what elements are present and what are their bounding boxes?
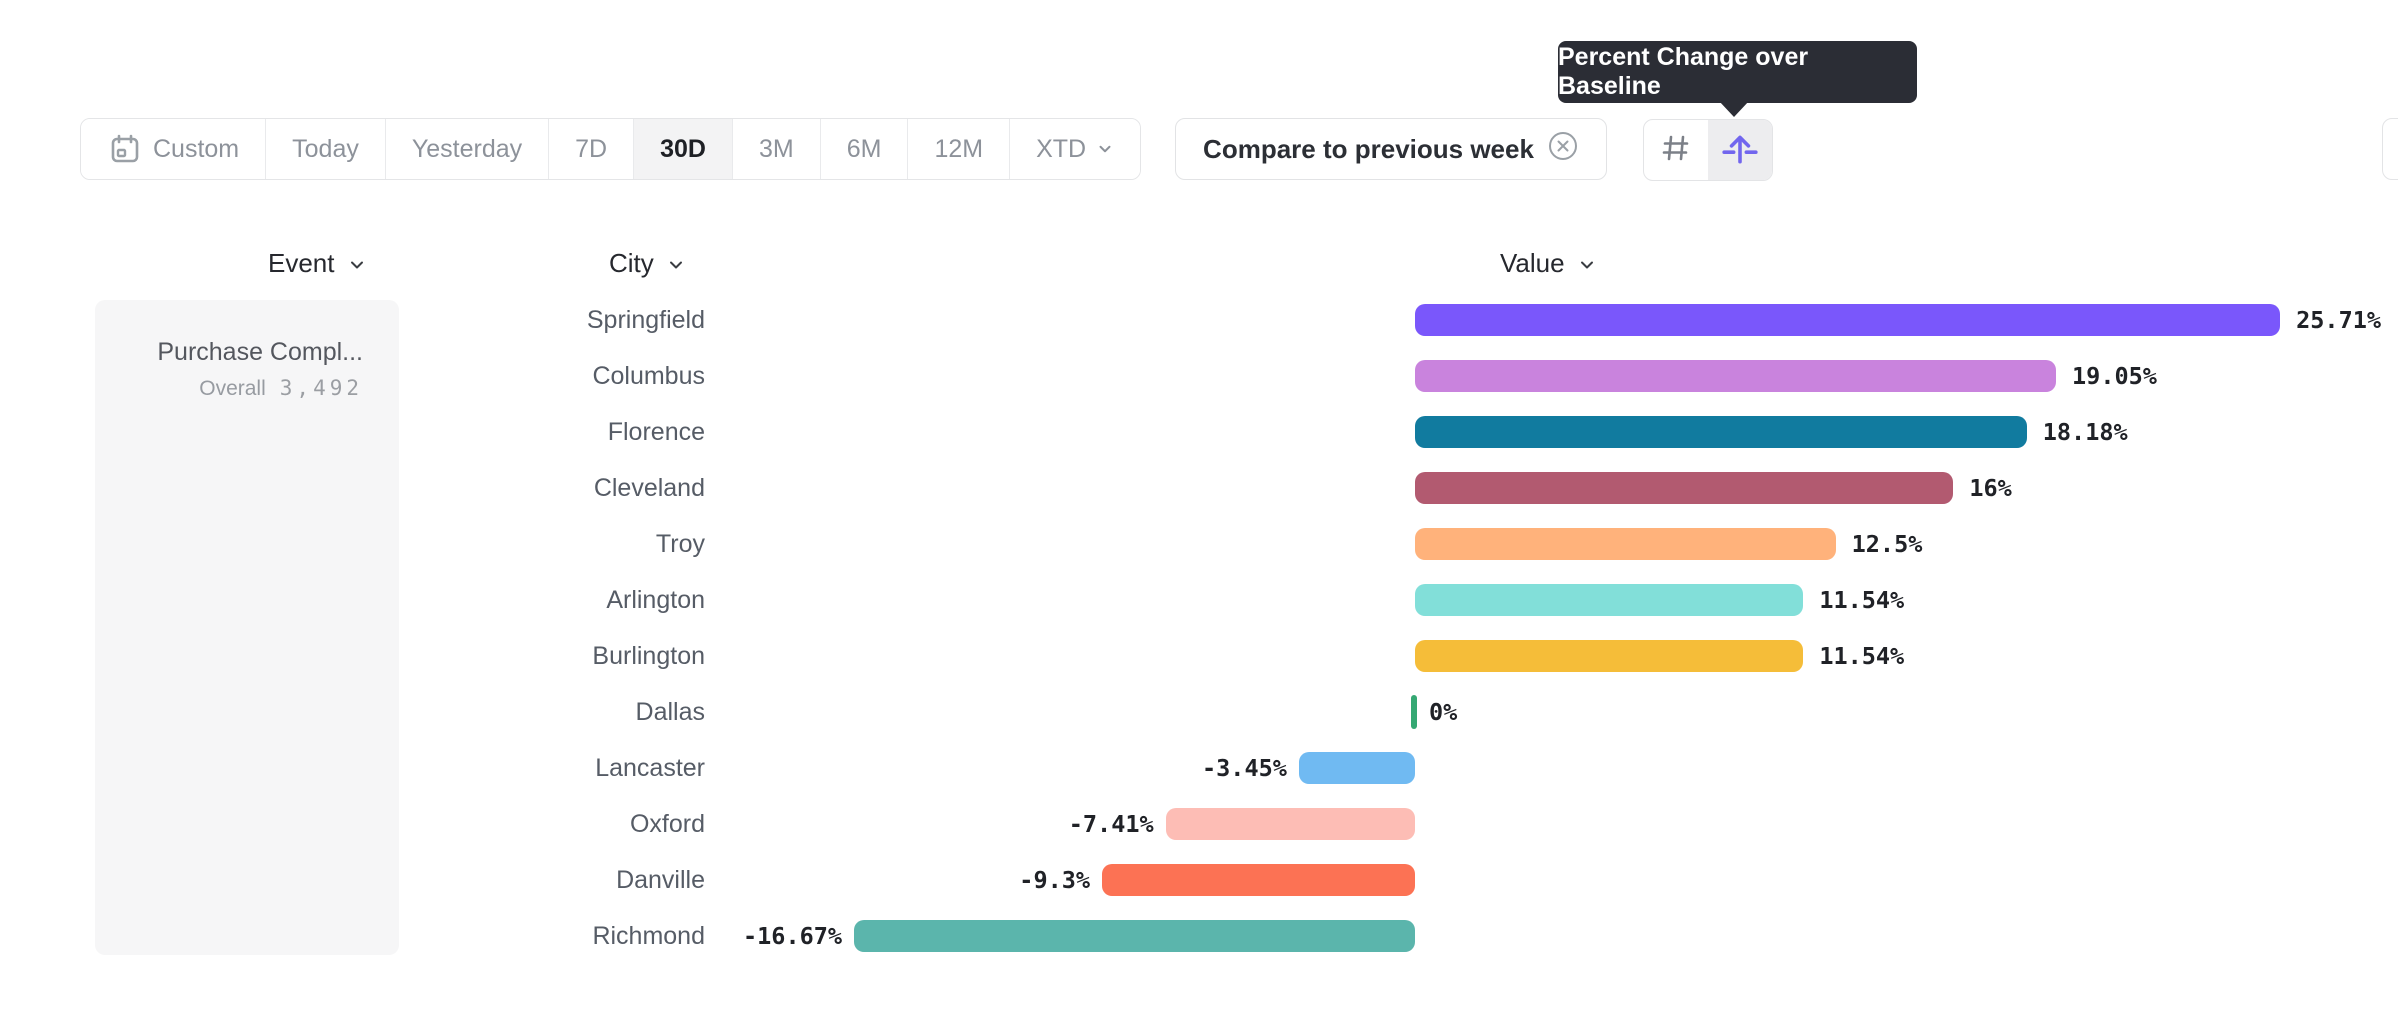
date-range-30d[interactable]: 30D xyxy=(634,119,733,179)
date-range-label: 7D xyxy=(575,134,608,163)
value-header-label: Value xyxy=(1500,247,1565,278)
bar-burlington[interactable] xyxy=(1415,640,1804,672)
bar-lancaster[interactable] xyxy=(1298,752,1415,784)
compare-label: Compare to previous week xyxy=(1203,133,1534,164)
city-label-arlington: Arlington xyxy=(606,586,705,614)
bar-value-florence: 18.18% xyxy=(2042,418,2128,446)
bar-richmond[interactable] xyxy=(854,920,1415,952)
bar-value-troy: 12.5% xyxy=(1851,530,1923,558)
event-overall: Overall 3,492 xyxy=(199,376,363,401)
date-range-3m[interactable]: 3M xyxy=(732,119,821,179)
date-range-label: 6M xyxy=(846,134,882,163)
hash-grid-icon xyxy=(1659,131,1693,170)
date-range-label: Yesterday xyxy=(411,134,523,163)
bar-springfield[interactable] xyxy=(1415,304,2281,336)
bar-value-lancaster: -3.45% xyxy=(1202,754,1287,782)
chevron-down-icon xyxy=(350,261,363,268)
absolute-numbers-toggle[interactable] xyxy=(1644,120,1708,180)
date-range-label: 30D xyxy=(660,134,706,163)
overall-count: 3,492 xyxy=(279,376,363,400)
bar-columbus[interactable] xyxy=(1415,360,2057,392)
bar-value-burlington: 11.54% xyxy=(1819,642,1905,670)
chart-view-toggle xyxy=(1643,119,1773,181)
date-range-yesterday[interactable]: Yesterday xyxy=(385,119,550,179)
date-range-selector: Custom Today Yesterday 7D 30D 3M 6M 12M XTD xyxy=(80,118,1142,180)
city-label-burlington: Burlington xyxy=(592,642,705,670)
bar-value-richmond: -16.67% xyxy=(743,922,843,950)
tooltip-percent-change-over-baseline: Percent Change over Baseline xyxy=(1558,41,1917,117)
chevron-down-icon xyxy=(1580,261,1593,268)
percent-change-toggle[interactable] xyxy=(1708,120,1772,180)
date-range-6m[interactable]: 6M xyxy=(820,119,909,179)
chevron-down-icon xyxy=(669,261,682,268)
compare-to-previous-week-button[interactable]: Compare to previous week xyxy=(1175,118,1607,180)
bar-arlington[interactable] xyxy=(1415,584,1804,616)
bar-florence[interactable] xyxy=(1415,416,2027,448)
bar-cleveland[interactable] xyxy=(1415,472,1954,504)
city-label-dallas: Dallas xyxy=(635,698,705,726)
city-label-cleveland: Cleveland xyxy=(593,474,705,502)
column-header-value[interactable]: Value xyxy=(1500,247,1597,279)
tooltip-text: Percent Change over Baseline xyxy=(1558,43,1809,100)
bar-value-columbus: 19.05% xyxy=(2072,362,2157,390)
city-label-troy: Troy xyxy=(655,530,705,558)
bar-dallas[interactable] xyxy=(1411,695,1417,729)
city-label-lancaster: Lancaster xyxy=(595,754,705,782)
percent-change-baseline-icon xyxy=(1721,129,1759,172)
bar-value-dallas: 0% xyxy=(1429,698,1458,726)
bar-danville[interactable] xyxy=(1102,864,1415,896)
date-range-today[interactable]: Today xyxy=(266,119,386,179)
city-header-label: City xyxy=(609,247,654,278)
event-name: Purchase Compl... xyxy=(157,338,363,366)
column-header-event[interactable]: Event xyxy=(268,247,367,279)
tooltip-caret xyxy=(1719,101,1749,117)
date-range-label: XTD xyxy=(1036,134,1087,163)
date-range-label: 3M xyxy=(758,134,794,163)
city-label-florence: Florence xyxy=(607,418,705,446)
calendar-icon xyxy=(107,131,143,167)
date-range-custom[interactable]: Custom xyxy=(81,119,267,179)
bar-value-springfield: 25.71% xyxy=(2296,306,2382,334)
bar-troy[interactable] xyxy=(1415,528,1836,560)
city-label-danville: Danville xyxy=(616,866,705,894)
event-header-label: Event xyxy=(268,247,335,278)
remove-comparison-icon[interactable] xyxy=(1547,130,1579,169)
bar-value-oxford: -7.41% xyxy=(1068,810,1154,838)
date-range-7d[interactable]: 7D xyxy=(549,119,635,179)
date-range-label: Custom xyxy=(153,134,240,163)
overall-label: Overall xyxy=(199,377,266,400)
city-label-oxford: Oxford xyxy=(629,810,705,838)
city-label-springfield: Springfield xyxy=(586,306,705,334)
bar-value-arlington: 11.54% xyxy=(1819,586,1905,614)
date-range-12m[interactable]: 12M xyxy=(908,119,1011,179)
city-label-columbus: Columbus xyxy=(592,362,705,390)
date-range-xtd[interactable]: XTD xyxy=(1010,119,1141,179)
date-range-label: 12M xyxy=(934,134,984,163)
bar-value-cleveland: 16% xyxy=(1969,474,2012,502)
clipped-toolbar-button[interactable] xyxy=(2382,118,2398,180)
column-header-city[interactable]: City xyxy=(609,247,686,279)
date-range-label: Today xyxy=(292,134,359,163)
bar-value-danville: -9.3% xyxy=(1019,866,1091,894)
event-cell[interactable]: Purchase Compl... Overall 3,492 xyxy=(95,300,399,955)
city-label-richmond: Richmond xyxy=(592,922,705,950)
bar-oxford[interactable] xyxy=(1165,808,1415,840)
chevron-down-icon xyxy=(1096,140,1114,158)
